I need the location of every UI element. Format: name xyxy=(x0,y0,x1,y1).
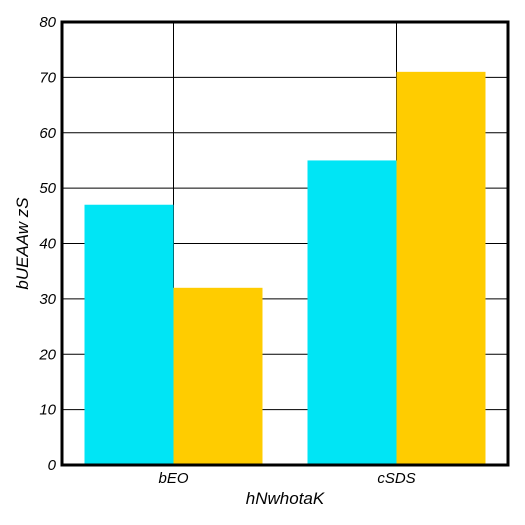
y-tick-label: 70 xyxy=(39,69,56,86)
y-tick-label: 0 xyxy=(48,457,57,474)
bars xyxy=(84,71,486,466)
y-axis-ticks: 0 10 20 30 40 50 60 70 80 xyxy=(38,14,56,474)
bar-cSDS-2 xyxy=(396,71,486,466)
y-axis-title: bUEAAw zS xyxy=(13,197,32,290)
x-axis-ticks: bEO cSDS xyxy=(158,470,415,487)
x-axis-title: hNwhotaK xyxy=(246,489,325,508)
y-tick-label: 40 xyxy=(39,236,56,253)
y-tick-label: 80 xyxy=(39,14,56,31)
y-tick-label: 20 xyxy=(38,346,56,363)
y-tick-label: 30 xyxy=(39,291,56,308)
bar-cSDS-1 xyxy=(307,160,397,465)
plot-frame xyxy=(60,20,510,467)
bar-bEO-2 xyxy=(173,287,263,465)
y-tick-label: 50 xyxy=(39,180,56,197)
y-tick-label: 60 xyxy=(39,125,56,142)
x-tick-label: cSDS xyxy=(377,470,415,487)
y-tick-label: 10 xyxy=(39,402,56,419)
x-tick-label: bEO xyxy=(158,470,188,487)
bar-bEO-1 xyxy=(84,204,174,466)
